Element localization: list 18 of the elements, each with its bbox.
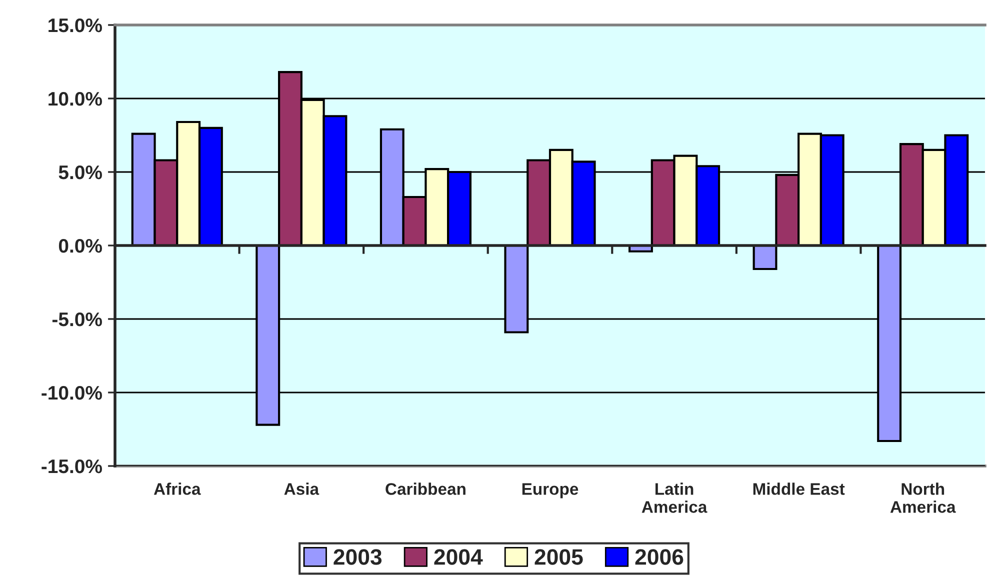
- y-tick-label: -15.0%: [42, 459, 102, 474]
- x-tick-label: North America: [890, 482, 956, 513]
- legend-label: 2003: [334, 549, 382, 565]
- y-tick-label: 15.0%: [48, 18, 102, 32]
- legend-label: 2004: [434, 549, 483, 565]
- x-tick-label: Africa: [154, 482, 201, 495]
- x-tick-label: Middle East: [753, 482, 845, 495]
- x-tick-label: Asia: [284, 482, 320, 495]
- x-tick-label: Latin America: [642, 482, 708, 513]
- y-tick-label: 5.0%: [58, 165, 102, 180]
- y-tick-label: 10.0%: [48, 92, 102, 106]
- x-tick-label: Europe: [522, 483, 578, 498]
- x-tick-label: Caribbean: [386, 482, 466, 495]
- legend-label: 2005: [534, 549, 583, 565]
- y-tick-label: 0.0%: [58, 238, 102, 253]
- y-tick-label: -10.0%: [42, 386, 102, 400]
- y-tick-label: -5.0%: [52, 312, 102, 326]
- legend-label: 2006: [635, 549, 684, 565]
